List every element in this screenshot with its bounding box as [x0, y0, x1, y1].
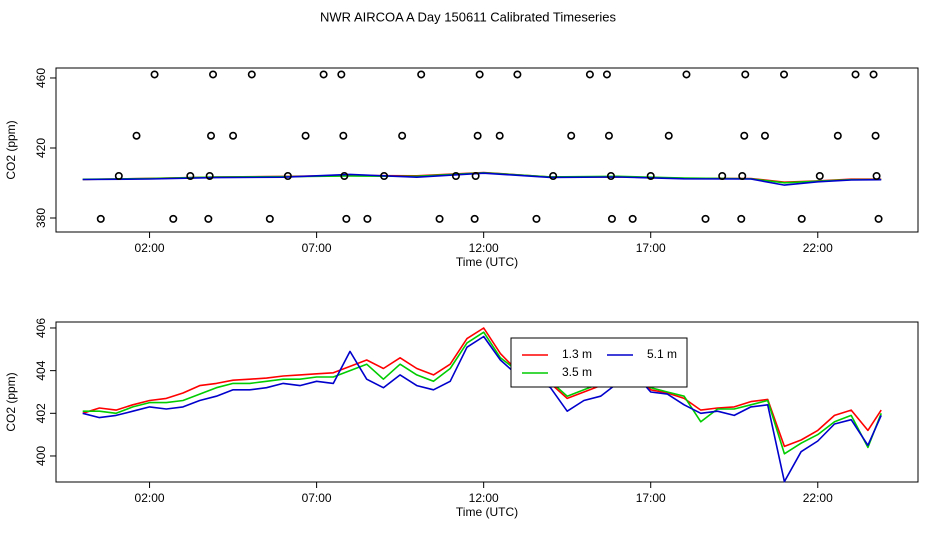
flag-point	[737, 214, 746, 223]
flag-point	[283, 171, 292, 180]
flag-point	[337, 70, 346, 79]
flag-point	[567, 131, 576, 140]
flag-point	[114, 171, 123, 180]
plot-frame	[55, 321, 919, 483]
y-tick-label: 400	[34, 446, 48, 466]
flag-point	[815, 171, 824, 180]
legend-label: 3.5 m	[562, 365, 592, 379]
flag-point	[204, 214, 213, 223]
y-axis-title: CO2 (ppm)	[4, 372, 18, 431]
flag-point	[851, 70, 860, 79]
x-tick-label: 07:00	[302, 491, 332, 505]
x-tick-label: 02:00	[135, 241, 165, 255]
y-axis-title: CO2 (ppm)	[4, 120, 18, 179]
y-tick-label: 380	[34, 208, 48, 228]
x-tick-label: 12:00	[469, 241, 499, 255]
legend-label: 5.1 m	[647, 347, 677, 361]
y-tick-label: 420	[34, 138, 48, 158]
flag-point	[760, 131, 769, 140]
x-tick-label: 17:00	[636, 491, 666, 505]
flag-point	[471, 171, 480, 180]
flag-point	[265, 214, 274, 223]
legend-box	[510, 337, 688, 388]
flag-point	[741, 70, 750, 79]
flag-point	[417, 70, 426, 79]
x-axis-title: Time (UTC)	[456, 255, 518, 269]
flag-point	[301, 131, 310, 140]
flag-point	[132, 131, 141, 140]
flag-point	[874, 214, 883, 223]
x-tick-label: 07:00	[302, 241, 332, 255]
x-tick-label: 17:00	[636, 241, 666, 255]
flag-point	[682, 70, 691, 79]
flag-point	[780, 70, 789, 79]
flag-point	[205, 171, 214, 180]
flag-point	[607, 214, 616, 223]
flag-point	[738, 171, 747, 180]
y-tick-label: 460	[34, 68, 48, 88]
flag-point	[247, 70, 256, 79]
flag-point	[495, 131, 504, 140]
page-title: NWR AIRCOA A Day 150611 Calibrated Times…	[320, 9, 616, 24]
flag-point	[363, 214, 372, 223]
flag-point	[150, 70, 159, 79]
flag-point	[585, 70, 594, 79]
flag-point	[606, 171, 615, 180]
flag-point	[473, 131, 482, 140]
flag-point	[549, 171, 558, 180]
flag-point	[701, 214, 710, 223]
flag-point	[207, 131, 216, 140]
flag-point	[96, 214, 105, 223]
x-tick-label: 02:00	[135, 491, 165, 505]
flag-point	[340, 171, 349, 180]
series-line	[82, 327, 882, 448]
flag-point	[513, 70, 522, 79]
flag-point	[229, 131, 238, 140]
flag-point	[797, 214, 806, 223]
flag-point	[169, 214, 178, 223]
flag-point	[872, 171, 881, 180]
flag-point	[532, 214, 541, 223]
flag-point	[451, 171, 460, 180]
flag-point	[435, 214, 444, 223]
flag-point	[664, 131, 673, 140]
flag-point	[869, 70, 878, 79]
series-line	[82, 335, 882, 483]
x-axis-title: Time (UTC)	[456, 505, 518, 519]
flag-point	[604, 131, 613, 140]
flag-point	[319, 70, 328, 79]
flag-point	[398, 131, 407, 140]
flag-point	[470, 214, 479, 223]
y-tick-label: 404	[34, 360, 48, 380]
x-tick-label: 22:00	[803, 241, 833, 255]
flag-point	[871, 131, 880, 140]
flag-point	[186, 171, 195, 180]
flag-point	[740, 131, 749, 140]
flag-point	[339, 131, 348, 140]
flag-point	[833, 131, 842, 140]
flag-point	[342, 214, 351, 223]
legend-label: 1.3 m	[562, 347, 592, 361]
flag-point	[628, 214, 637, 223]
flag-point	[602, 70, 611, 79]
plot-frame	[55, 67, 919, 233]
flag-point	[646, 171, 655, 180]
flag-point	[718, 171, 727, 180]
y-tick-label: 406	[34, 318, 48, 338]
y-tick-label: 402	[34, 403, 48, 423]
series-line	[82, 331, 882, 455]
x-tick-label: 22:00	[803, 491, 833, 505]
flag-point	[380, 171, 389, 180]
flag-point	[475, 70, 484, 79]
flag-point	[209, 70, 218, 79]
x-tick-label: 12:00	[469, 491, 499, 505]
